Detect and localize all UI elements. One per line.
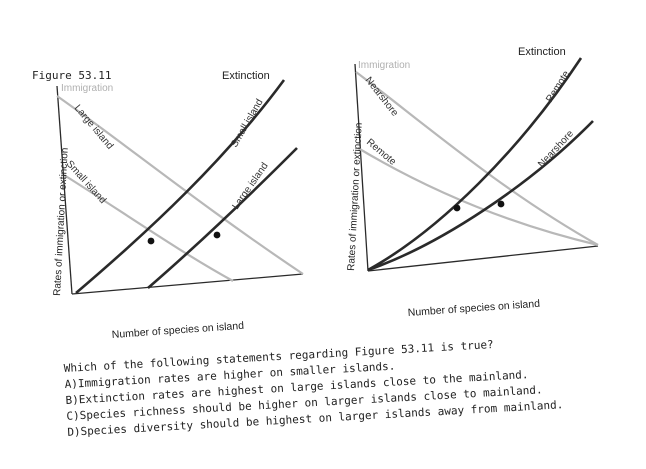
- left-x-axis-label: Number of species on island: [111, 320, 244, 341]
- right-y-axis: [354, 63, 369, 272]
- right-extinction-nearshore-label: Nearshore: [536, 128, 576, 170]
- right-extinction-nearshore-curve: [367, 120, 594, 272]
- left-extinction-large-label: Large island: [230, 161, 270, 212]
- left-x-axis: [71, 273, 304, 295]
- right-x-axis-label: Number of species on island: [407, 298, 540, 319]
- right-axes: [354, 63, 599, 272]
- figure-label: Figure 53.11: [32, 69, 111, 82]
- right-immigration-remote-label: Remote: [364, 137, 398, 168]
- right-extinction-remote-label: Remote: [544, 69, 572, 105]
- right-immigration-nearshore-label: Nearshore: [363, 75, 401, 119]
- right-extinction-remote-curve: [367, 57, 583, 272]
- right-x-axis: [367, 245, 599, 272]
- right-panel: Immigration Extinction Nearshore Remote …: [346, 46, 599, 319]
- question-block: Which of the following statements regard…: [63, 338, 563, 439]
- left-panel: Immigration Extinction Large island Smal…: [52, 70, 304, 341]
- left-extinction-header: Extinction: [222, 70, 270, 82]
- left-immigration-small-curve: [63, 174, 234, 282]
- left-axes: [56, 85, 304, 295]
- left-immigration-small-label: Small island: [64, 159, 108, 206]
- right-equilibrium-nearshore-point: [497, 200, 505, 208]
- right-y-axis-label: Rates of immigration or extinction: [346, 122, 365, 271]
- left-equilibrium-large-point: [213, 231, 221, 239]
- left-equilibrium-small-point: [147, 237, 155, 245]
- right-immigration-header: Immigration: [358, 60, 410, 71]
- right-extinction-header: Extinction: [518, 46, 566, 58]
- left-y-axis-label: Rates of immigration or extinction: [52, 147, 71, 296]
- left-extinction-large-curve: [147, 147, 298, 289]
- left-immigration-large-label: Large island: [72, 103, 115, 152]
- left-immigration-large-curve: [56, 95, 304, 275]
- left-extinction-small-curve: [75, 79, 286, 294]
- left-immigration-header: Immigration: [61, 83, 113, 94]
- right-immigration-remote-curve: [357, 147, 599, 247]
- left-extinction-small-label: Small island: [229, 97, 265, 149]
- left-y-axis: [56, 85, 73, 295]
- right-immigration-nearshore-curve: [355, 71, 599, 246]
- right-equilibrium-remote-point: [453, 204, 461, 212]
